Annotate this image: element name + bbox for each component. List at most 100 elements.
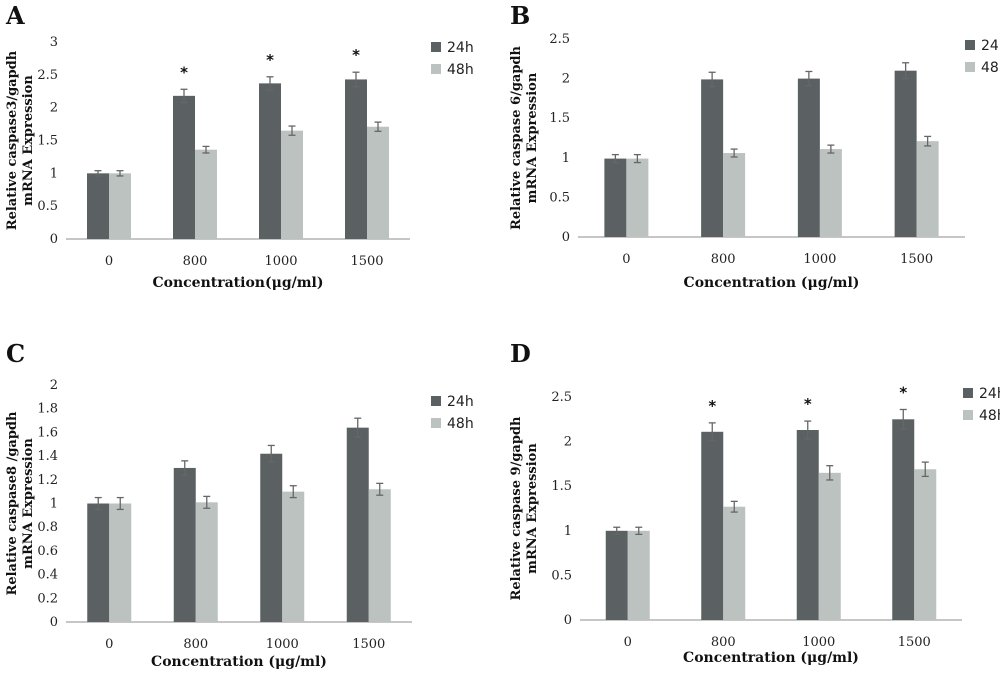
bar-24h-0 <box>604 158 627 237</box>
y-tick-label: 1 <box>50 497 58 512</box>
y-tick-label: 1.2 <box>37 473 58 488</box>
panel-letter: C <box>6 339 25 368</box>
bar-48h-1000 <box>819 149 842 237</box>
y-tick-label: 2.5 <box>37 68 58 83</box>
bar-24h-800 <box>701 79 724 237</box>
y-axis-label-sub: mRNA Expression <box>21 75 36 206</box>
x-tick-label: 0 <box>624 635 632 650</box>
bar-24h-1000 <box>796 430 819 620</box>
y-tick-label: 1.5 <box>551 479 572 494</box>
y-tick-label: 1 <box>562 151 570 166</box>
bar-24h-1000 <box>797 78 820 237</box>
significance-star: * <box>180 63 188 81</box>
legend-label-24h: 24h <box>447 40 474 56</box>
y-tick-label: 1.8 <box>37 402 58 417</box>
bar-48h-1500 <box>368 489 391 622</box>
legend-label-48h: 48h <box>447 416 474 432</box>
significance-star: * <box>708 397 716 415</box>
bar-24h-0 <box>605 530 628 620</box>
bar-24h-1000 <box>260 453 283 622</box>
y-tick-label: 0.2 <box>37 591 58 606</box>
y-tick-label: 0.5 <box>549 190 570 205</box>
legend-swatch-48h <box>963 410 973 420</box>
x-tick-label: 1000 <box>264 254 297 269</box>
y-tick-label: 2 <box>50 101 58 116</box>
chart-d-svg: D 0 0.5 1 1.5 2 2.5 0 * 800 * 1000 * 1500 Concentratio… <box>509 339 1000 666</box>
x-axis-label: Concentration(μg/ml) <box>152 275 323 291</box>
panel-letter: D <box>510 339 531 368</box>
legend-label-48h: 48h <box>981 60 1000 76</box>
x-axis-label: Concentration (μg/ml) <box>683 650 859 666</box>
x-tick-label: 800 <box>711 252 736 267</box>
legend-label-24h: 24h <box>981 38 1000 54</box>
panel-letter: A <box>5 1 25 30</box>
y-tick-label: 2.5 <box>551 390 572 405</box>
chart-b-svg: B 0 0.5 1 1.5 2 2.5 0 800 1000 1500 Concentration (… <box>509 1 1000 291</box>
y-tick-label: 0.6 <box>37 544 58 559</box>
x-axis-label: Concentration (μg/ml) <box>684 275 860 291</box>
bar-48h-800 <box>723 153 746 237</box>
chart-panel-a: A 0 0.5 1 1.5 2 2.5 3 0 * 800 * 1000 * 1500 Concentrati… <box>0 0 500 338</box>
y-tick-label: 1.5 <box>549 111 570 126</box>
y-axis-label-main: Relative caspase8 /gapdh <box>5 411 20 596</box>
y-axis-label-main: Relative caspase3/gapdh <box>5 50 20 230</box>
x-tick-label: 1000 <box>802 635 835 650</box>
legend-swatch-48h <box>431 418 441 428</box>
y-tick-label: 1.4 <box>37 449 58 464</box>
significance-star: * <box>266 51 274 69</box>
legend-swatch-24h <box>431 42 441 52</box>
bar-48h-800 <box>195 149 217 239</box>
bar-24h-1500 <box>892 419 915 620</box>
y-axis-label-main: Relative caspase 9/gapdh <box>509 416 524 601</box>
bar-24h-1000 <box>259 83 281 240</box>
x-tick-label: 800 <box>183 637 208 652</box>
y-tick-label: 2 <box>562 72 570 87</box>
x-tick-label: 1500 <box>350 254 383 269</box>
y-tick-label: 0 <box>50 232 58 247</box>
bar-24h-800 <box>173 95 195 239</box>
y-tick-label: 1.5 <box>37 134 58 149</box>
y-tick-label: 2 <box>50 378 58 393</box>
legend-swatch-24h <box>965 40 975 50</box>
y-tick-label: 0 <box>50 615 58 630</box>
bar-24h-800 <box>701 431 724 620</box>
x-tick-label: 800 <box>183 254 208 269</box>
bar-48h-0 <box>109 503 132 622</box>
chart-c-svg: C 0 0.2 0.4 0.6 0.8 1 1.2 1.4 1.6 1.8 2 0 800 1000 1500… <box>5 339 474 670</box>
y-tick-label: 1 <box>50 166 58 181</box>
bar-24h-0 <box>87 503 110 622</box>
legend-label-48h: 48h <box>447 62 474 78</box>
legend-label-24h: 24h <box>447 394 474 410</box>
significance-star: * <box>804 395 812 413</box>
chart-panel-b: B 0 0.5 1 1.5 2 2.5 0 800 1000 1500 Concentration (… <box>500 0 1000 338</box>
y-axis-label: Relative caspase 9/gapdh mRNA Expression <box>509 416 540 601</box>
legend-swatch-48h <box>431 64 441 74</box>
legend-label-24h: 24h <box>979 386 1000 402</box>
y-axis-label-main: Relative caspase 6/gapdh <box>509 45 524 230</box>
y-tick-label: 0 <box>562 230 570 245</box>
y-axis-label: Relative caspase8 /gapdh mRNA Expression <box>5 411 36 596</box>
y-tick-label: 1.6 <box>37 425 58 440</box>
y-tick-label: 3 <box>50 35 58 50</box>
x-tick-label: 0 <box>105 254 113 269</box>
bar-48h-0 <box>109 173 131 239</box>
bar-48h-0 <box>626 158 649 237</box>
bar-24h-0 <box>87 173 109 239</box>
y-axis-label: Relative caspase3/gapdh mRNA Expression <box>5 50 36 230</box>
y-tick-label: 1 <box>564 524 572 539</box>
y-tick-label: 0.5 <box>551 568 572 583</box>
bar-48h-0 <box>627 530 650 620</box>
bar-48h-800 <box>723 506 746 620</box>
y-axis-label-sub: mRNA Expression <box>525 443 540 574</box>
x-tick-label: 1500 <box>352 637 385 652</box>
y-tick-label: 2.5 <box>549 32 570 47</box>
y-axis-label: Relative caspase 6/gapdh mRNA Expression <box>509 45 540 230</box>
y-axis-label-sub: mRNA Expression <box>525 72 540 203</box>
chart-panel-c: C 0 0.2 0.4 0.6 0.8 1 1.2 1.4 1.6 1.8 2 0 800 1000 1500… <box>0 338 500 676</box>
legend-label-48h: 48h <box>979 408 1000 424</box>
bar-48h-800 <box>195 502 218 622</box>
x-tick-label: 0 <box>105 637 113 652</box>
x-tick-label: 1000 <box>266 637 299 652</box>
y-tick-label: 0.4 <box>37 568 58 583</box>
x-tick-label: 1500 <box>898 635 931 650</box>
